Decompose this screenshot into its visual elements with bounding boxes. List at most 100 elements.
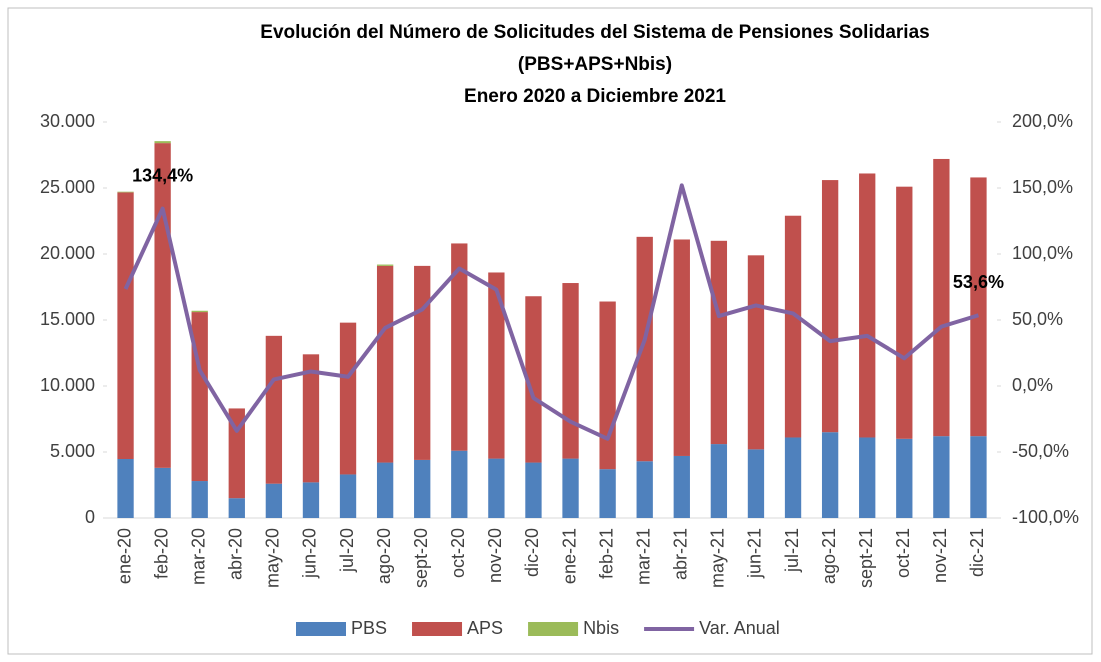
bar (933, 158, 950, 437)
x-tick-label: ene-21 (559, 528, 579, 584)
bar (784, 215, 802, 438)
bar (154, 143, 171, 468)
y-tick-label: 30.000 (40, 111, 95, 131)
bar (228, 498, 245, 518)
x-tick-label: sept-21 (856, 528, 876, 588)
bar (376, 264, 394, 266)
bar (859, 173, 876, 438)
x-tick-label: mar-20 (188, 528, 208, 585)
y-tick-label: 0 (85, 507, 95, 527)
bar (302, 354, 320, 483)
data-label: 134,4% (132, 165, 193, 185)
bar (488, 458, 505, 518)
bar (970, 436, 987, 518)
bar (414, 265, 431, 460)
bar (228, 408, 245, 499)
bar (525, 462, 542, 518)
bar (896, 186, 913, 439)
x-tick-label: nov-20 (485, 528, 505, 583)
bar (747, 449, 765, 518)
data-label: 53,6% (953, 272, 1004, 292)
x-tick-label: oct-21 (893, 528, 913, 578)
bar (339, 474, 357, 518)
bar (339, 322, 357, 475)
line (123, 183, 980, 441)
bar (710, 240, 728, 445)
x-tick-label: jun-20 (300, 528, 320, 579)
bar (117, 192, 134, 459)
bar (154, 141, 171, 144)
y-tick-label: 10.000 (40, 375, 95, 395)
bar (673, 455, 690, 518)
bar (673, 239, 690, 456)
bar (302, 482, 320, 518)
chart-title: Evolución del Número de Solicitudes del … (260, 22, 929, 43)
bar (859, 437, 876, 518)
legend-label: Var. Anual (699, 618, 780, 638)
x-tick-label: abr-21 (671, 528, 691, 580)
bar (451, 450, 468, 518)
bar (376, 265, 394, 463)
bar (191, 481, 208, 518)
bar (451, 243, 468, 451)
chart-title: Enero 2020 a Diciembre 2021 (464, 86, 726, 107)
bar (154, 467, 171, 518)
x-tick-label: dic-20 (522, 528, 542, 577)
bar (117, 458, 134, 518)
y-tick-label: 15.000 (40, 309, 95, 329)
y-tick-label: 5.000 (50, 441, 95, 461)
x-tick-label: feb-20 (151, 528, 171, 579)
y2-tick-label: 0,0% (1012, 375, 1053, 395)
legend-label: Nbis (583, 618, 619, 638)
x-tick-label: dic-21 (967, 528, 987, 577)
x-tick-label: jun-21 (745, 528, 765, 579)
bar (896, 438, 913, 518)
y2-tick-label: 50,0% (1012, 309, 1063, 329)
y-tick-label: 20.000 (40, 243, 95, 263)
legend-swatch (528, 622, 579, 636)
y-tick-label: 25.000 (40, 177, 95, 197)
bar (191, 310, 208, 313)
y2-tick-label: -50,0% (1012, 441, 1069, 461)
x-tick-label: may-21 (708, 528, 728, 588)
y2-tick-label: -100,0% (1012, 507, 1079, 527)
x-tick-label: ago-21 (819, 528, 839, 584)
bar (747, 255, 765, 450)
x-tick-label: mar-21 (633, 528, 653, 585)
x-tick-label: feb-21 (596, 528, 616, 579)
chart-title: (PBS+APS+Nbis) (518, 54, 672, 75)
legend-swatch (296, 622, 346, 636)
x-tick-label: abr-20 (226, 528, 246, 580)
x-tick-label: may-20 (263, 528, 283, 588)
y2-tick-label: 200,0% (1012, 111, 1073, 131)
x-tick-label: jul-21 (782, 528, 802, 573)
legend-label: PBS (351, 618, 387, 638)
bar (970, 177, 987, 437)
legend-swatch (412, 622, 463, 636)
bar (562, 458, 579, 518)
bar (265, 483, 283, 518)
x-tick-label: oct-20 (448, 528, 468, 578)
legend-label: APS (467, 618, 503, 638)
bar (784, 437, 802, 518)
x-tick-label: ago-20 (374, 528, 394, 584)
bar (636, 461, 653, 518)
bar (599, 301, 616, 470)
bar (636, 236, 653, 462)
bar (414, 459, 431, 518)
bar (933, 436, 950, 518)
bar (265, 335, 283, 484)
bar (525, 296, 542, 463)
bar (376, 462, 394, 518)
bar (821, 180, 839, 433)
x-tick-label: jul-20 (337, 528, 357, 573)
x-tick-label: nov-21 (930, 528, 950, 583)
y2-tick-label: 100,0% (1012, 243, 1073, 263)
bar (599, 469, 616, 518)
bar (488, 272, 505, 459)
bar (562, 283, 579, 459)
bar (821, 432, 839, 518)
y2-tick-label: 150,0% (1012, 177, 1073, 197)
x-tick-label: sept-20 (411, 528, 431, 588)
